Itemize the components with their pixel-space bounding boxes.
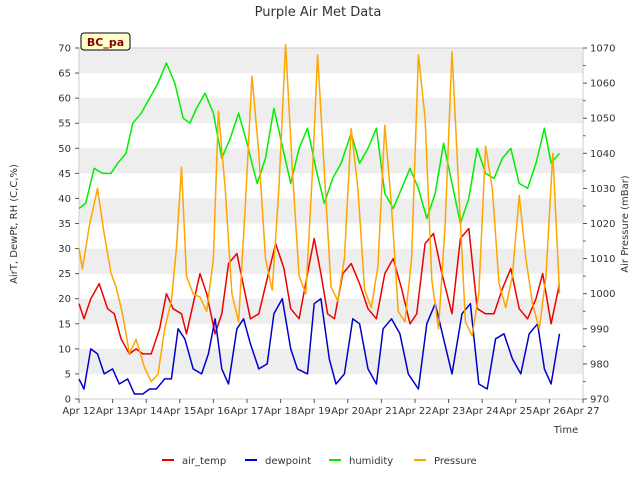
y-tick-label: 0 [65, 395, 71, 406]
y2-tick-label: 1060 [590, 79, 615, 90]
y-tick-label: 25 [58, 269, 71, 280]
y-tick-label: 20 [58, 294, 71, 305]
x-tick-label: Apr 27 [566, 406, 599, 417]
y2-tick-label: 1010 [590, 254, 615, 265]
y2-tick-label: 1000 [590, 289, 615, 300]
legend-label: Pressure [434, 456, 477, 467]
grid-band [79, 148, 583, 174]
legend-label: humidity [349, 456, 393, 467]
y-tick-label: 55 [58, 119, 71, 130]
y-tick-label: 70 [58, 44, 71, 55]
y2-tick-label: 1020 [590, 219, 615, 230]
x-tick-label: Apr 21 [365, 406, 398, 417]
chart-title: Purple Air Met Data [255, 5, 382, 20]
y-tick-label: 15 [58, 319, 71, 330]
series-line-humidity [78, 62, 561, 225]
legend: air_temp dewpoint humidity Pressure [162, 456, 477, 467]
y-tick-label: 65 [58, 69, 71, 80]
x-tick-label: Apr 25 [499, 406, 532, 417]
y-tick-label: 10 [58, 344, 71, 355]
y2-tick-label: 1070 [590, 44, 615, 55]
y-tick-label: 50 [58, 144, 71, 155]
x-tick-label: Apr 18 [264, 406, 297, 417]
grid-band [79, 48, 583, 74]
annotation-badge: BC_pa [80, 32, 131, 51]
x-tick-label: Apr 17 [230, 406, 263, 417]
x-tick-label: Apr 19 [298, 406, 331, 417]
series-line-dewpoint [78, 297, 561, 395]
y2-tick-label: 1030 [590, 184, 615, 195]
grid-band [79, 348, 583, 374]
y2-tick-label: 1050 [590, 114, 615, 125]
x-tick-label: Apr 15 [163, 406, 196, 417]
y-axis-left: 0 5 10 15 20 25 30 35 40 45 50 55 60 65 70 [58, 44, 79, 406]
x-tick-label: Apr 16 [197, 406, 230, 417]
y-tick-label: 60 [58, 94, 71, 105]
x-tick-label: Apr 23 [432, 406, 465, 417]
legend-label: dewpoint [265, 456, 311, 467]
y2-tick-label: 970 [590, 395, 609, 406]
y-axis-left-title: AirT, DewPt, RH (C,C,%) [9, 164, 20, 284]
grid-bands [79, 48, 583, 399]
x-tick-label: Apr 26 [533, 406, 566, 417]
x-tick-label: Apr 20 [331, 406, 364, 417]
x-tick-label: Apr 24 [466, 406, 499, 417]
annotation-label: BC_pa [87, 36, 124, 49]
x-tick-label: Apr 14 [130, 406, 163, 417]
y-tick-label: 45 [58, 169, 71, 180]
series-lines [78, 43, 561, 395]
y2-tick-label: 990 [590, 324, 609, 335]
x-axis-title: Time [553, 425, 578, 436]
grid-band [79, 248, 583, 274]
x-axis: Apr 12 Apr 13 Apr 14 Apr 15 Apr 16 Apr 17 Apr … [62, 399, 600, 417]
x-tick-label: Apr 22 [398, 406, 431, 417]
x-tick-label: Apr 13 [96, 406, 129, 417]
legend-label: air_temp [182, 456, 226, 467]
y2-tick-label: 980 [590, 359, 609, 370]
y-axis-right: 970 980 990 1000 1010 1020 1030 1040 1050 1060 107… [583, 44, 615, 406]
y-tick-label: 30 [58, 244, 71, 255]
x-tick-label: Apr 12 [62, 406, 95, 417]
grid-band [79, 98, 583, 124]
series-line-pressure [78, 43, 561, 383]
y2-tick-label: 1040 [590, 149, 615, 160]
y-axis-right-title: Air Pressure (mBar) [620, 175, 631, 273]
y-tick-label: 35 [58, 219, 71, 230]
grid-band [79, 198, 583, 224]
y-tick-label: 40 [58, 194, 71, 205]
y-tick-label: 5 [65, 369, 71, 380]
